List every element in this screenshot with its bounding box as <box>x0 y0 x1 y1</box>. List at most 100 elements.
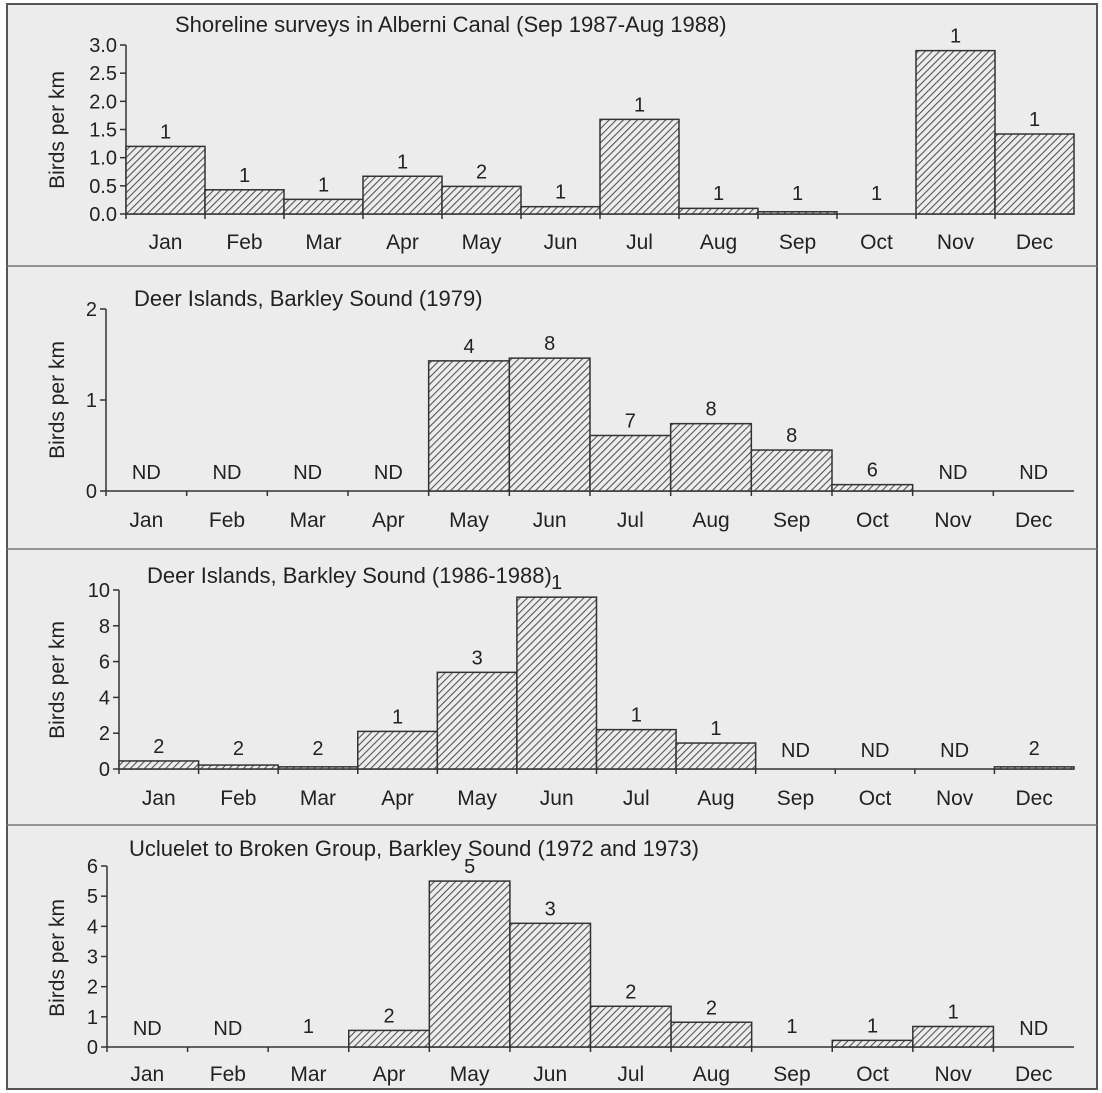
bar-jun <box>509 922 592 1048</box>
bar-jan <box>125 145 206 215</box>
bar-count-label: 2 <box>312 738 323 760</box>
y-tick-label: 2 <box>99 723 110 745</box>
bar-jul <box>589 434 672 492</box>
bar-may <box>441 185 522 215</box>
bar-count-label: 1 <box>713 183 724 205</box>
bar-feb <box>204 189 285 215</box>
month-label: Jan <box>130 1063 164 1086</box>
month-label: Sep <box>779 231 816 254</box>
month-label: Mar <box>290 1063 326 1086</box>
bar-count-label: 8 <box>786 425 797 447</box>
month-label: Nov <box>936 787 974 810</box>
bar-oct <box>831 1039 914 1048</box>
bar-count-label: 1 <box>710 718 721 740</box>
bar-count-label: 2 <box>153 736 164 758</box>
bar-count-label: ND <box>940 740 969 762</box>
y-tick-label: 8 <box>99 616 110 638</box>
bar-may <box>427 360 511 492</box>
month-label: Aug <box>693 1063 730 1086</box>
month-label: Jul <box>623 787 650 810</box>
month-label: Feb <box>210 1063 246 1086</box>
month-label: Jan <box>142 787 176 810</box>
y-tick-label: 4 <box>99 687 110 709</box>
y-tick-label: 2.0 <box>89 91 117 113</box>
bar-count-label: ND <box>133 1018 162 1040</box>
month-label: Nov <box>934 509 972 532</box>
month-label: Jun <box>533 509 567 532</box>
bar-jun <box>516 596 598 770</box>
bar-feb <box>197 764 279 770</box>
month-label: Mar <box>300 787 336 810</box>
bar-count-label: ND <box>374 462 403 484</box>
bar-count-label: ND <box>1019 1018 1048 1040</box>
bar-jul <box>595 728 677 770</box>
bar-count-label: 1 <box>631 705 642 727</box>
bar-mar <box>283 198 364 215</box>
month-label: Jun <box>544 231 578 254</box>
month-label: Apr <box>386 231 419 254</box>
bar-apr <box>348 1029 431 1048</box>
month-label: May <box>462 231 502 254</box>
chart-title: Deer Islands, Barkley Sound (1979) <box>134 286 483 311</box>
bar-count-label: 1 <box>867 1015 878 1037</box>
bar-jun <box>520 205 601 215</box>
bar-count-label: 8 <box>705 399 716 421</box>
month-label: Mar <box>290 509 326 532</box>
bar-aug <box>675 742 757 770</box>
y-tick-label: 4 <box>87 916 98 938</box>
month-label: May <box>450 1063 490 1086</box>
y-tick-label: 1 <box>87 1007 98 1029</box>
month-label: Dec <box>1015 509 1052 532</box>
month-label: Oct <box>856 509 889 532</box>
chart-title: Deer Islands, Barkley Sound (1986-1988) <box>147 563 552 588</box>
y-tick-label: 1.5 <box>89 120 117 142</box>
y-axis-label: Birds per km <box>46 899 69 1017</box>
month-label: Apr <box>372 509 405 532</box>
bar-count-label: 2 <box>625 981 636 1003</box>
y-tick-label: 1.0 <box>89 148 117 170</box>
bar-count-label: 1 <box>303 1016 314 1038</box>
bar-count-label: 6 <box>867 460 878 482</box>
month-label: Oct <box>859 787 892 810</box>
month-label: Jun <box>533 1063 567 1086</box>
bar-count-label: 1 <box>871 183 882 205</box>
bar-count-label: 2 <box>706 997 717 1019</box>
month-label: Aug <box>700 231 737 254</box>
month-label: Apr <box>381 787 414 810</box>
month-label: Sep <box>773 509 810 532</box>
month-label: Dec <box>1016 787 1053 810</box>
bar-count-label: ND <box>213 462 242 484</box>
bar-may <box>436 671 518 770</box>
y-tick-label: 0 <box>99 759 110 781</box>
bar-count-label: 2 <box>233 738 244 760</box>
bar-count-label: 1 <box>397 151 408 173</box>
bar-count-label: ND <box>132 462 161 484</box>
bar-jul <box>599 118 680 215</box>
y-tick-label: 6 <box>87 856 98 878</box>
bar-count-label: 2 <box>383 1005 394 1027</box>
bar-count-label: 5 <box>464 856 475 878</box>
month-label: Dec <box>1016 231 1053 254</box>
y-tick-label: 2 <box>86 299 97 321</box>
y-tick-label: 0.5 <box>89 176 117 198</box>
y-tick-label: 1 <box>86 390 97 412</box>
month-label: Oct <box>860 231 893 254</box>
month-label: Jul <box>617 509 644 532</box>
bar-count-label: 1 <box>634 94 645 116</box>
bar-count-label: 1 <box>555 182 566 204</box>
bar-jan <box>118 760 200 770</box>
bar-count-label: ND <box>939 462 968 484</box>
y-tick-label: 10 <box>88 580 110 602</box>
bar-count-label: ND <box>293 462 322 484</box>
bar-aug <box>669 422 753 492</box>
bar-count-label: 4 <box>463 336 474 358</box>
month-label: Feb <box>209 509 245 532</box>
y-tick-label: 0.0 <box>89 204 117 226</box>
y-axis-label: Birds per km <box>46 621 69 739</box>
bar-sep <box>750 449 833 492</box>
month-label: May <box>449 509 489 532</box>
y-tick-label: 2 <box>87 977 98 999</box>
chart-title: Ucluelet to Broken Group, Barkley Sound … <box>129 836 699 861</box>
bar-dec <box>993 766 1075 770</box>
